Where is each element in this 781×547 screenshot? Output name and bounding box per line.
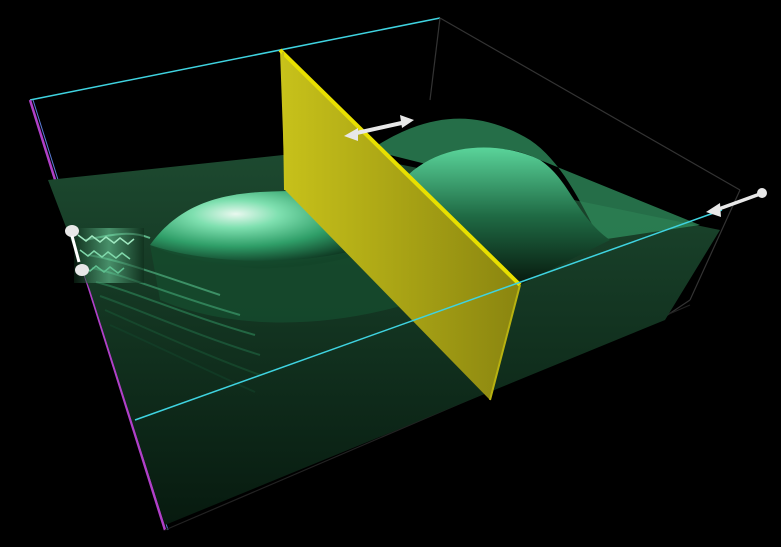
source-handle-top[interactable]	[65, 225, 81, 263]
barrier-drag-handle[interactable]	[344, 115, 414, 141]
scale-drag-handle[interactable]	[706, 188, 767, 217]
barrier-plane[interactable]	[278, 48, 522, 401]
bounding-box-front	[134, 209, 723, 421]
wave-surface[interactable]	[48, 118, 720, 525]
source-handle-bottom[interactable]	[75, 264, 89, 276]
